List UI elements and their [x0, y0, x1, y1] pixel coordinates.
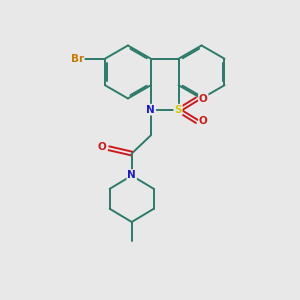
Text: N: N [146, 105, 155, 115]
Text: N: N [128, 170, 136, 180]
Text: S: S [174, 105, 182, 115]
Text: Br: Br [71, 54, 84, 64]
Text: O: O [199, 94, 208, 104]
Text: O: O [98, 142, 107, 152]
Text: O: O [199, 116, 208, 126]
